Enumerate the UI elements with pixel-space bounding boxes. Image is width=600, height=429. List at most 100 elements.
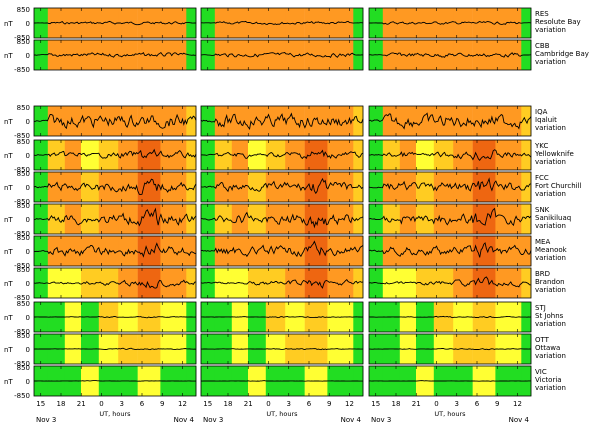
activity-band xyxy=(453,204,473,234)
station-name: Cambridge Bay xyxy=(535,50,589,58)
activity-band xyxy=(137,8,161,38)
y-axis-label: nT xyxy=(4,378,13,386)
trace-line xyxy=(368,112,532,130)
y-tick-label: -850 xyxy=(14,294,30,302)
activity-band xyxy=(81,268,100,298)
activity-band xyxy=(327,8,354,38)
activity-band xyxy=(186,172,197,202)
activity-band xyxy=(416,204,435,234)
activity-band xyxy=(265,140,286,170)
trace-line xyxy=(200,211,364,229)
activity-band xyxy=(265,204,286,234)
date-label-end: Nov 4 xyxy=(341,416,362,424)
station-name: Meanook xyxy=(535,246,568,254)
panel-frame xyxy=(200,203,364,235)
activity-band xyxy=(472,140,496,170)
y-tick-label: -850 xyxy=(14,328,30,336)
station-code: STJ xyxy=(535,304,546,312)
x-tick-label: 0 xyxy=(99,400,103,408)
activity-band xyxy=(137,172,161,202)
trace-line xyxy=(33,113,197,130)
trace-line xyxy=(201,20,364,25)
x-tick-label: 9 xyxy=(327,400,331,408)
y-tick-label: -850 xyxy=(14,34,30,42)
activity-band xyxy=(495,40,522,70)
activity-band xyxy=(472,172,496,202)
activity-band xyxy=(118,140,138,170)
activity-band xyxy=(248,106,267,136)
trace-line xyxy=(369,380,531,382)
activity-band xyxy=(416,40,435,70)
y-tick-label: -850 xyxy=(14,262,30,270)
x-tick-label: 12 xyxy=(178,400,187,408)
x-tick-label: 18 xyxy=(224,400,233,408)
y-tick-label: 0 xyxy=(26,378,30,386)
station-suffix: variation xyxy=(535,26,566,34)
activity-band xyxy=(98,106,119,136)
trace-line xyxy=(369,149,532,162)
activity-band xyxy=(472,268,496,298)
activity-band xyxy=(248,236,267,266)
y-tick-label: 850 xyxy=(17,300,30,308)
activity-band xyxy=(369,172,384,202)
trace-line xyxy=(201,316,364,319)
panel-mea-1 xyxy=(33,235,197,267)
panel-brd-1 xyxy=(33,267,197,299)
y-tick-label: 0 xyxy=(26,280,30,288)
x-tick-label: 6 xyxy=(475,400,480,408)
activity-band xyxy=(399,8,417,38)
trace-line xyxy=(33,242,197,258)
activity-band xyxy=(137,236,161,266)
panel-frame xyxy=(200,235,364,267)
station-code: BRD xyxy=(535,270,550,278)
panel-stj-1 xyxy=(33,301,197,333)
x-axis-label: UT, hours xyxy=(266,410,298,418)
activity-band xyxy=(265,40,286,70)
activity-band xyxy=(433,40,454,70)
y-tick-label: 850 xyxy=(17,170,30,178)
activity-band xyxy=(521,268,532,298)
y-tick-label: 0 xyxy=(26,346,30,354)
activity-band xyxy=(47,40,66,70)
station-suffix: variation xyxy=(535,352,566,360)
activity-band xyxy=(160,40,187,70)
y-tick-label: 0 xyxy=(26,52,30,60)
y-tick-label: 850 xyxy=(17,234,30,242)
panel-ykc-1 xyxy=(33,139,197,171)
y-tick-label: 0 xyxy=(26,216,30,224)
activity-band xyxy=(453,172,473,202)
activity-band xyxy=(304,268,328,298)
panel-res-1 xyxy=(33,7,197,39)
x-axis-label: UT, hours xyxy=(99,410,131,418)
activity-band xyxy=(495,106,522,136)
activity-band xyxy=(118,172,138,202)
activity-band xyxy=(98,172,119,202)
x-tick-label: 9 xyxy=(160,400,164,408)
activity-band xyxy=(160,172,187,202)
activity-band xyxy=(231,140,249,170)
trace-line xyxy=(368,20,532,25)
activity-band xyxy=(186,236,197,266)
y-axis-label: nT xyxy=(4,152,13,160)
activity-band xyxy=(285,236,305,266)
activity-band xyxy=(353,140,364,170)
y-tick-label: 850 xyxy=(17,266,30,274)
panel-iqa-1 xyxy=(33,105,197,137)
x-tick-label: 15 xyxy=(36,400,45,408)
y-tick-label: 850 xyxy=(17,202,30,210)
activity-band xyxy=(416,140,435,170)
panel-snk-3 xyxy=(368,203,532,235)
y-tick-label: -850 xyxy=(14,230,30,238)
station-name: Ottawa xyxy=(535,344,560,352)
x-tick-label: 0 xyxy=(434,400,438,408)
x-tick-label: 3 xyxy=(120,400,124,408)
trace-line xyxy=(368,242,532,258)
y-axis-label: nT xyxy=(4,314,13,322)
activity-band xyxy=(214,204,233,234)
trace-line xyxy=(368,348,531,351)
trace-line xyxy=(368,315,532,319)
activity-band xyxy=(399,236,417,266)
trace-line xyxy=(368,276,532,288)
activity-band xyxy=(118,106,138,136)
activity-band xyxy=(186,106,197,136)
